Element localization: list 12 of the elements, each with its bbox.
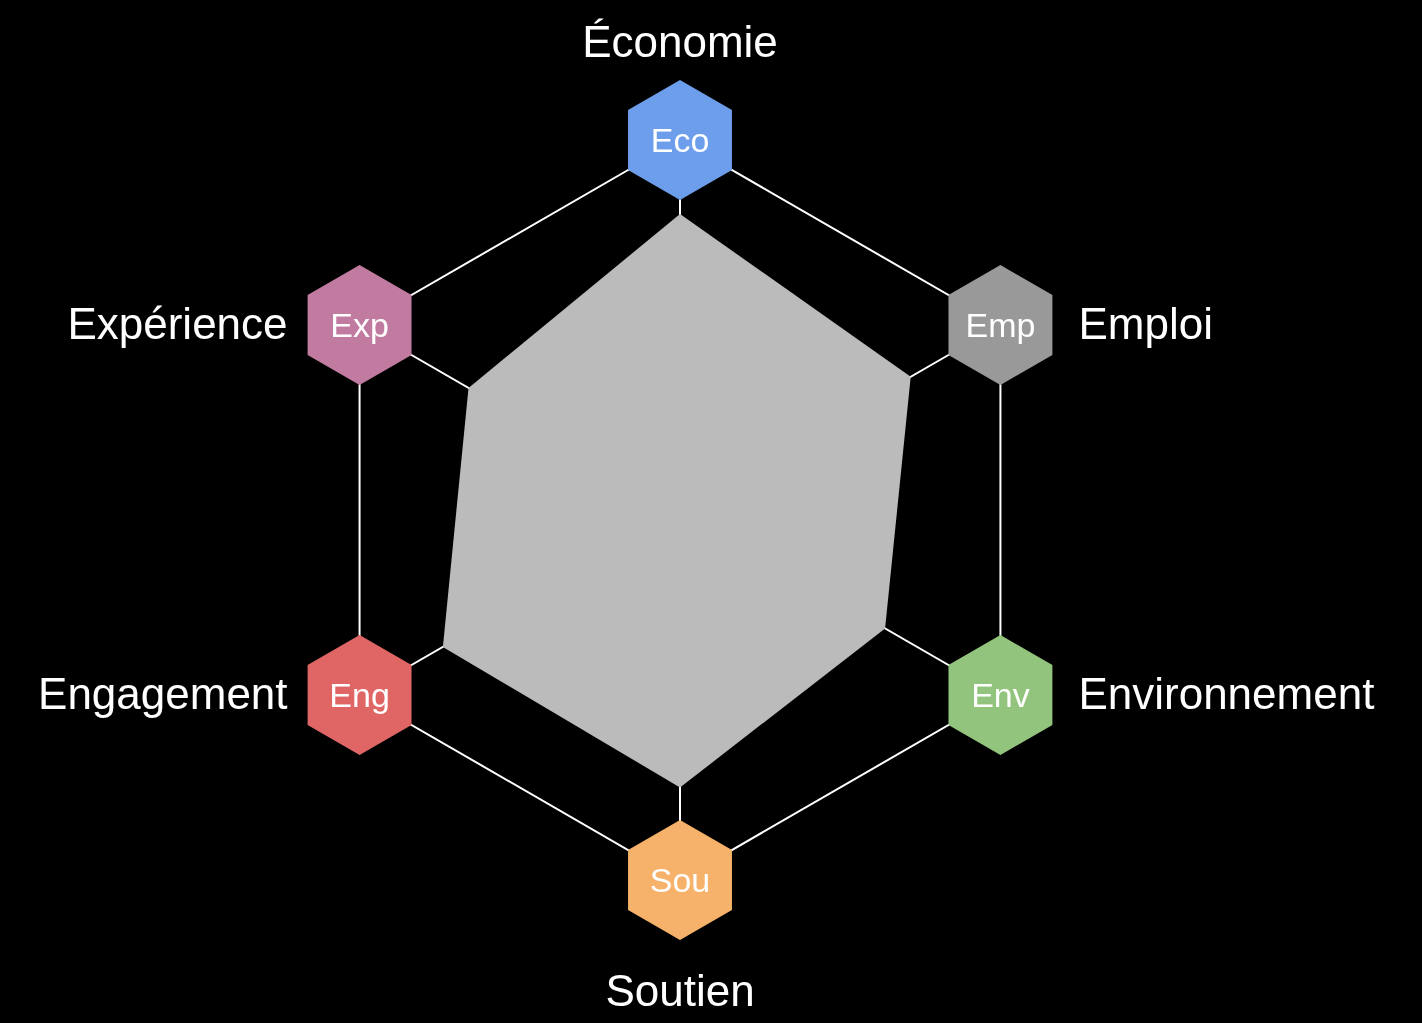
hexagon-badge: Exp <box>307 265 412 385</box>
spoke-label: Environnement <box>1078 669 1375 718</box>
spoke-label: Engagement <box>38 669 288 718</box>
hexagon-badge: Sou <box>628 820 732 940</box>
hexagon-badge: Eng <box>307 635 412 755</box>
hexagon-badge: Env <box>948 635 1053 755</box>
hexagon-badge: Emp <box>948 265 1053 385</box>
spoke-label: Soutien <box>605 966 755 1015</box>
hexagon-badge: Eco <box>628 80 732 200</box>
spoke-label: Emploi <box>1078 299 1213 348</box>
spoke-label: Économie <box>582 17 778 66</box>
spoke-label: Expérience <box>67 299 288 348</box>
